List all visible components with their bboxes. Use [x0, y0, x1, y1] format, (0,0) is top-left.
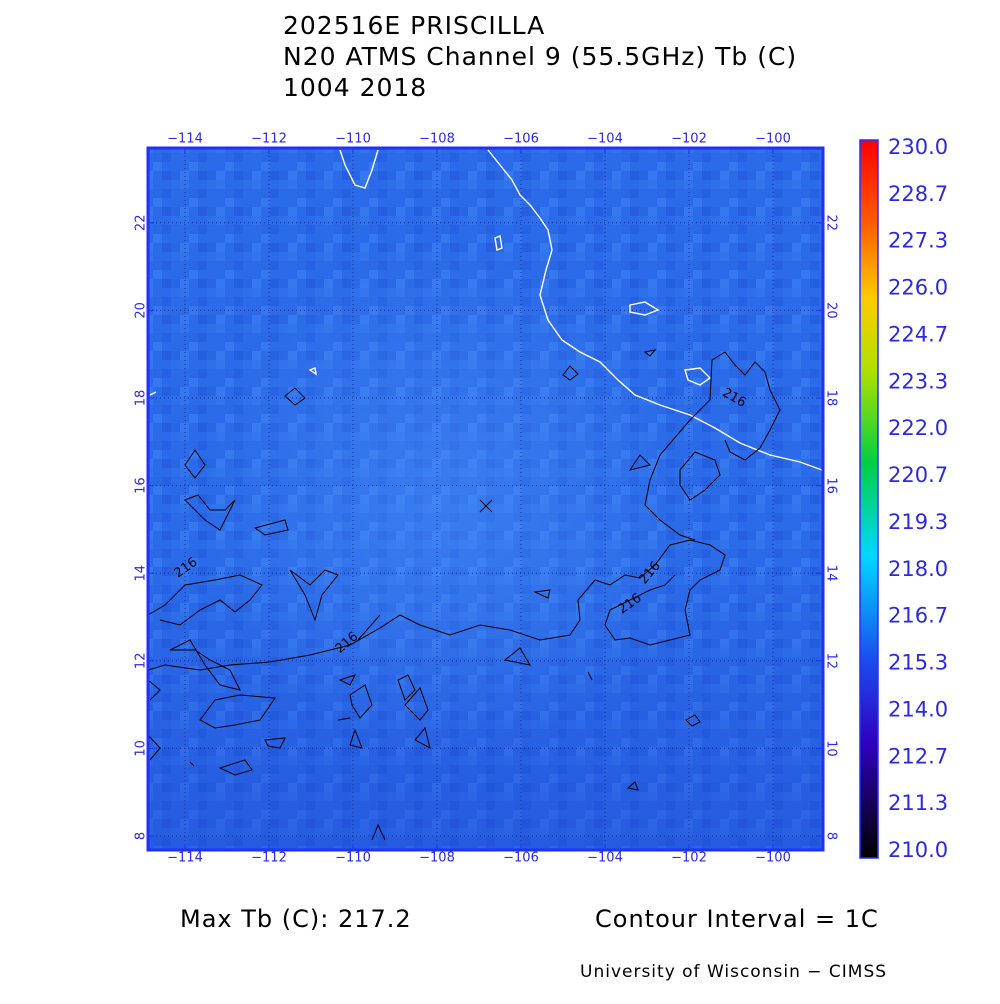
- lon-label-bottom: −104: [587, 851, 623, 866]
- lon-label-top: −104: [587, 132, 623, 147]
- lon-label-bottom: −112: [251, 851, 287, 866]
- lat-label-left: 14: [134, 565, 149, 582]
- title-line: N20 ATMS Channel 9 (55.5GHz) Tb (C): [283, 42, 797, 71]
- lat-label-left: 10: [134, 740, 149, 757]
- lat-label-right: 20: [824, 302, 839, 319]
- lat-label-right: 16: [824, 477, 839, 494]
- colorbar-label: 218.0: [888, 557, 948, 581]
- title-line: 202516E PRISCILLA: [283, 11, 545, 40]
- colorbar-label: 226.0: [888, 276, 948, 300]
- colorbar-label: 227.3: [888, 229, 948, 253]
- colorbar-label: 223.3: [888, 369, 948, 393]
- lon-label-top: −100: [755, 132, 791, 147]
- colorbar-label: 219.3: [888, 510, 948, 534]
- title-line: 1004 2018: [283, 73, 427, 102]
- lon-label-top: −108: [419, 132, 455, 147]
- colorbar-label: 228.7: [888, 182, 948, 206]
- colorbar-label: 216.7: [888, 604, 948, 628]
- lat-label-left: 12: [134, 653, 149, 670]
- colorbar-label: 224.7: [888, 322, 948, 346]
- colorbar-label: 212.7: [888, 744, 948, 768]
- lon-label-bottom: −110: [335, 851, 371, 866]
- lon-label-top: −114: [167, 132, 203, 147]
- colorbar-ramp: [859, 139, 879, 859]
- lon-label-top: −110: [335, 132, 371, 147]
- lat-label-left: 18: [134, 390, 149, 407]
- lon-label-bottom: −100: [755, 851, 791, 866]
- lat-label-left: 20: [134, 302, 149, 319]
- lon-label-bottom: −108: [419, 851, 455, 866]
- credit: University of Wisconsin − CIMSS: [580, 962, 887, 982]
- lon-label-top: −102: [671, 132, 707, 147]
- graticule: [148, 148, 823, 850]
- lon-label-top: −106: [503, 132, 539, 147]
- map-frame: [146, 146, 825, 852]
- colorbar-label: 215.3: [888, 651, 948, 675]
- lat-label-left: 22: [134, 215, 149, 232]
- colorbar-label: 211.3: [888, 791, 948, 815]
- lon-label-bottom: −114: [167, 851, 203, 866]
- lat-label-right: 22: [824, 215, 839, 232]
- colorbar-label: 220.7: [888, 463, 948, 487]
- lat-label-left: 8: [134, 832, 149, 840]
- colorbar-label: 210.0: [888, 838, 948, 862]
- lon-label-bottom: −102: [671, 851, 707, 866]
- coastline: [149, 149, 823, 471]
- max-tb: Max Tb (C): 217.2: [180, 905, 412, 933]
- lat-label-right: 8: [824, 832, 839, 840]
- lon-label-top: −112: [251, 132, 287, 147]
- lat-label-right: 12: [824, 653, 839, 670]
- lat-label-right: 14: [824, 565, 839, 582]
- tb-warm-core: [210, 240, 710, 760]
- colorbar-label: 214.0: [888, 697, 948, 721]
- colorbar: 230.0 228.7 227.3 226.0 224.7 223.3 222.0 220.7…: [859, 135, 948, 862]
- lon-label-bottom: −106: [503, 851, 539, 866]
- lat-label-right: 10: [824, 740, 839, 757]
- axis-labels: −114 −114 −112 −112 −110 −110 −108 −108 −106 −106…: [134, 132, 839, 866]
- colorbar-label: 222.0: [888, 416, 948, 440]
- contour-interval: Contour Interval = 1C: [595, 905, 879, 933]
- contours: [147, 349, 781, 841]
- lat-label-right: 18: [824, 390, 839, 407]
- lat-label-left: 16: [134, 477, 149, 494]
- colorbar-labels: 230.0 228.7 227.3 226.0 224.7 223.3 222.0 220.7…: [888, 135, 948, 862]
- storm-center: [479, 499, 493, 513]
- colorbar-label: 230.0: [888, 135, 948, 159]
